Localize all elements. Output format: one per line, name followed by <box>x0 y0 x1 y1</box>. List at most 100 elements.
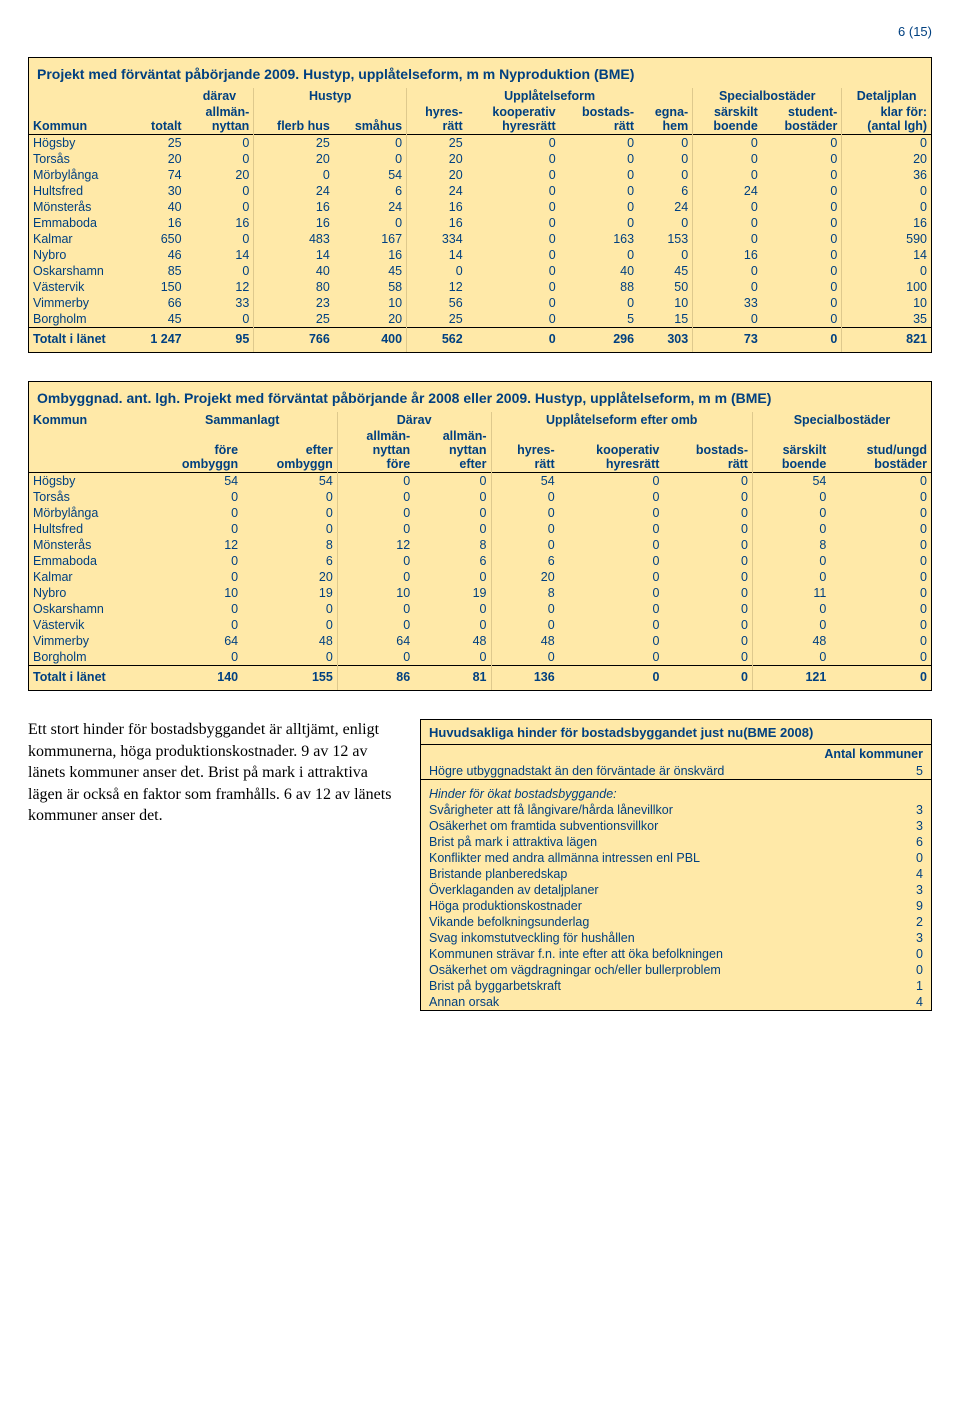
table-cell: 0 <box>663 617 752 633</box>
t1-grp-darav: därav <box>186 88 254 104</box>
table-cell: 10 <box>638 295 693 311</box>
table-cell: 4 <box>875 866 931 882</box>
table-cell: 0 <box>693 135 762 152</box>
table-cell: 153 <box>638 231 693 247</box>
table-cell: 0 <box>752 617 830 633</box>
table-cell: Annan orsak <box>421 994 875 1010</box>
table-cell: 85 <box>134 263 185 279</box>
table-cell: 80 <box>254 279 334 295</box>
table-cell: 0 <box>663 666 752 691</box>
table-cell: 40 <box>254 263 334 279</box>
table-cell: 0 <box>830 489 931 505</box>
table-cell: 48 <box>491 633 559 649</box>
table-cell: 0 <box>334 151 407 167</box>
table-cell: 8 <box>491 585 559 601</box>
table-cell: 0 <box>242 521 337 537</box>
table-cell: 0 <box>830 666 931 691</box>
table-cell: 0 <box>414 601 491 617</box>
table-row: Borgholm000000000 <box>29 649 931 666</box>
hinder-top-value: 5 <box>875 763 931 780</box>
table-cell: 0 <box>752 569 830 585</box>
table-cell: 45 <box>334 263 407 279</box>
hinder-row: Vikande befolkningsunderlag2 <box>421 914 931 930</box>
table2: Kommun Sammanlagt Därav Upplåtelseform e… <box>29 412 931 690</box>
table-cell: 0 <box>186 199 254 215</box>
table-cell: 0 <box>830 633 931 649</box>
t2-grp-samman: Sammanlagt <box>148 412 338 428</box>
table-cell: 12 <box>337 537 414 553</box>
table-row: Oskarshamn8504045004045000 <box>29 263 931 279</box>
table-row: Nybro10191019800110 <box>29 585 931 601</box>
table-cell: Vimmerby <box>29 295 134 311</box>
table-cell: 11 <box>752 585 830 601</box>
table-cell: 0 <box>334 135 407 152</box>
table-cell: 0 <box>186 263 254 279</box>
table-cell: 64 <box>148 633 242 649</box>
table-row: Kalmar02000200000 <box>29 569 931 585</box>
table-cell: 0 <box>414 569 491 585</box>
table-cell: 25 <box>254 311 334 328</box>
table-cell: 0 <box>414 505 491 521</box>
table-cell: 0 <box>467 263 560 279</box>
column-header: bostads-rätt <box>663 428 752 473</box>
hinder-row: Osäkerhet om vägdragningar och/eller bul… <box>421 962 931 978</box>
table-cell: Överklaganden av detaljplaner <box>421 882 875 898</box>
table-cell: 296 <box>560 328 638 353</box>
table-cell: 0 <box>752 521 830 537</box>
table-cell: 14 <box>254 247 334 263</box>
table-cell: 16 <box>186 215 254 231</box>
table-cell: 88 <box>560 279 638 295</box>
table-cell: 0 <box>242 649 337 666</box>
table-cell: 0 <box>560 199 638 215</box>
table-cell: 23 <box>254 295 334 311</box>
table-cell: 0 <box>491 601 559 617</box>
table-cell: 3 <box>875 802 931 818</box>
table-cell: 0 <box>491 537 559 553</box>
column-header <box>29 428 148 473</box>
table-row: Mönsterås12812800080 <box>29 537 931 553</box>
table-cell: 0 <box>148 489 242 505</box>
table-cell: 0 <box>242 489 337 505</box>
table-cell: 0 <box>762 328 842 353</box>
table-row: Västervik150128058120885000100 <box>29 279 931 295</box>
table-cell: Totalt i länet <box>29 328 134 353</box>
table-cell: 136 <box>491 666 559 691</box>
table-cell: 0 <box>663 569 752 585</box>
table-cell: 0 <box>337 553 414 569</box>
table-cell: 14 <box>407 247 467 263</box>
table-cell: 0 <box>334 215 407 231</box>
table-cell: 0 <box>467 183 560 199</box>
table-cell: 10 <box>337 585 414 601</box>
table-cell: 16 <box>254 215 334 231</box>
table-cell: 0 <box>830 569 931 585</box>
table-cell: 8 <box>242 537 337 553</box>
table-cell: 54 <box>491 473 559 490</box>
table-cell: 15 <box>638 311 693 328</box>
table-cell: 0 <box>830 553 931 569</box>
table-cell: 5 <box>560 311 638 328</box>
table-cell: 56 <box>407 295 467 311</box>
bottom-section: Ett stort hinder för bostadsbyggandet är… <box>28 719 932 1011</box>
table-cell: 0 <box>560 295 638 311</box>
table-cell: 0 <box>467 279 560 295</box>
table-cell: Mörbylånga <box>29 505 148 521</box>
table-cell: 24 <box>407 183 467 199</box>
hinder-section-label: Hinder för ökat bostadsbyggande: <box>421 786 931 802</box>
table-cell: 48 <box>242 633 337 649</box>
table-cell: 0 <box>762 135 842 152</box>
table-cell: 0 <box>559 473 664 490</box>
table-cell: 0 <box>467 295 560 311</box>
table-cell: 0 <box>752 489 830 505</box>
table-cell: Totalt i länet <box>29 666 148 691</box>
table-row: Torsås000000000 <box>29 489 931 505</box>
table-cell: 0 <box>560 167 638 183</box>
t2-grp-uppl: Upplåtelseform efter omb <box>491 412 752 428</box>
table-cell: 150 <box>134 279 185 295</box>
table-cell: 483 <box>254 231 334 247</box>
table-cell: 2 <box>875 914 931 930</box>
t1-grp-hustyp: Hustyp <box>254 88 407 104</box>
table-cell: 0 <box>467 328 560 353</box>
hinder-row: Bristande planberedskap4 <box>421 866 931 882</box>
table-row: Hultsfred300246240062400 <box>29 183 931 199</box>
table-cell: 0 <box>242 617 337 633</box>
